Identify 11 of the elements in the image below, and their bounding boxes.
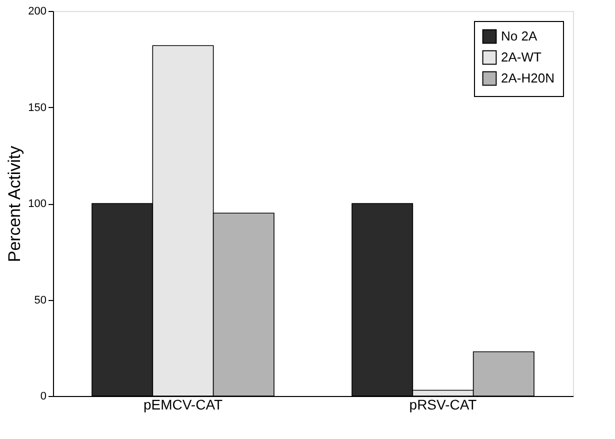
x-tick-label: pRSV-CAT [409,396,478,412]
y-tick-label: 50 [34,294,46,306]
legend-label: 2A-H20N [501,70,554,86]
y-axis-title: Percent Activity [5,145,24,262]
legend-label: No 2A [501,28,538,44]
y-tick-label: 100 [28,198,46,210]
legend-label: 2A-WT [501,50,542,64]
y-tick-label: 150 [28,102,46,114]
y-tick-label: 200 [28,6,46,18]
y-tick-label: 0 [40,390,46,402]
x-tick-label: pEMCV-CAT [143,396,223,412]
